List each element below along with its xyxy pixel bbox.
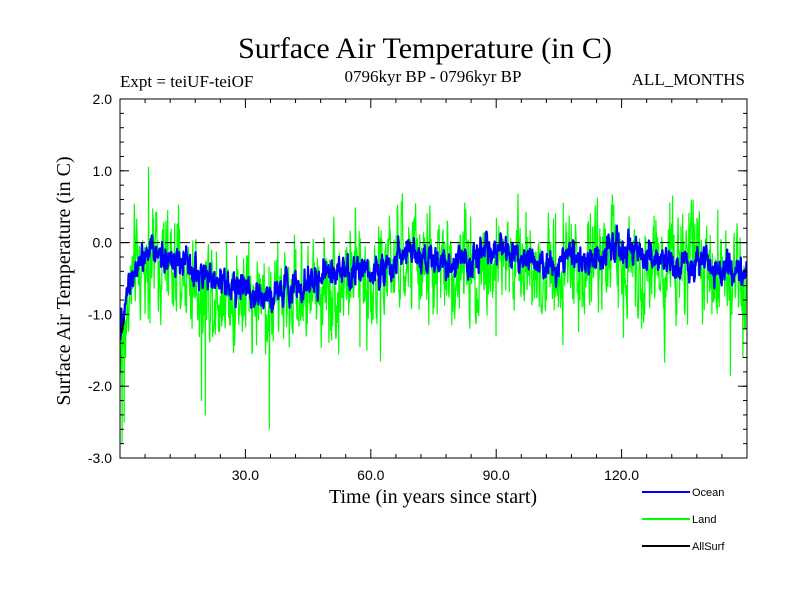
period-label: 0796kyr BP - 0796kyr BP — [345, 67, 522, 86]
series-layer — [120, 166, 747, 445]
legend-label-land: Land — [692, 514, 716, 526]
months-label: ALL_MONTHS — [632, 70, 745, 89]
series-line-allsurf — [120, 317, 125, 334]
y-tick-label: -2.0 — [88, 378, 112, 394]
y-tick-label: 0.0 — [93, 235, 113, 251]
experiment-label: Expt = teiUF-teiOF — [120, 72, 253, 91]
axis-layer: -3.0 -2.0 -1.0 0.0 1.0 2.0 30.0 60.0 90.0 120.0 — [88, 91, 747, 483]
y-axis-label: Surface Air Temperature (in C) — [53, 156, 75, 405]
y-tick-label: -3.0 — [88, 450, 112, 466]
legend-label-ocean: Ocean — [692, 487, 724, 499]
y-tick-label: -1.0 — [88, 306, 112, 322]
legend-label-allsurf: AllSurf — [692, 541, 725, 553]
series-line-land — [120, 166, 747, 445]
y-tick-label: 2.0 — [93, 91, 113, 107]
x-tick-label: 60.0 — [357, 467, 384, 483]
y-tick-label: 1.0 — [93, 163, 113, 179]
plot-frame — [119, 98, 748, 459]
legend: Ocean Land AllSurf — [642, 487, 725, 553]
chart-title: Surface Air Temperature (in C) — [238, 32, 612, 65]
x-axis-label: Time (in years since start) — [329, 486, 537, 508]
x-tick-label: 120.0 — [604, 467, 639, 483]
x-tick-label: 90.0 — [483, 467, 510, 483]
series-line-ocean — [120, 224, 747, 341]
x-tick-label: 30.0 — [232, 467, 259, 483]
